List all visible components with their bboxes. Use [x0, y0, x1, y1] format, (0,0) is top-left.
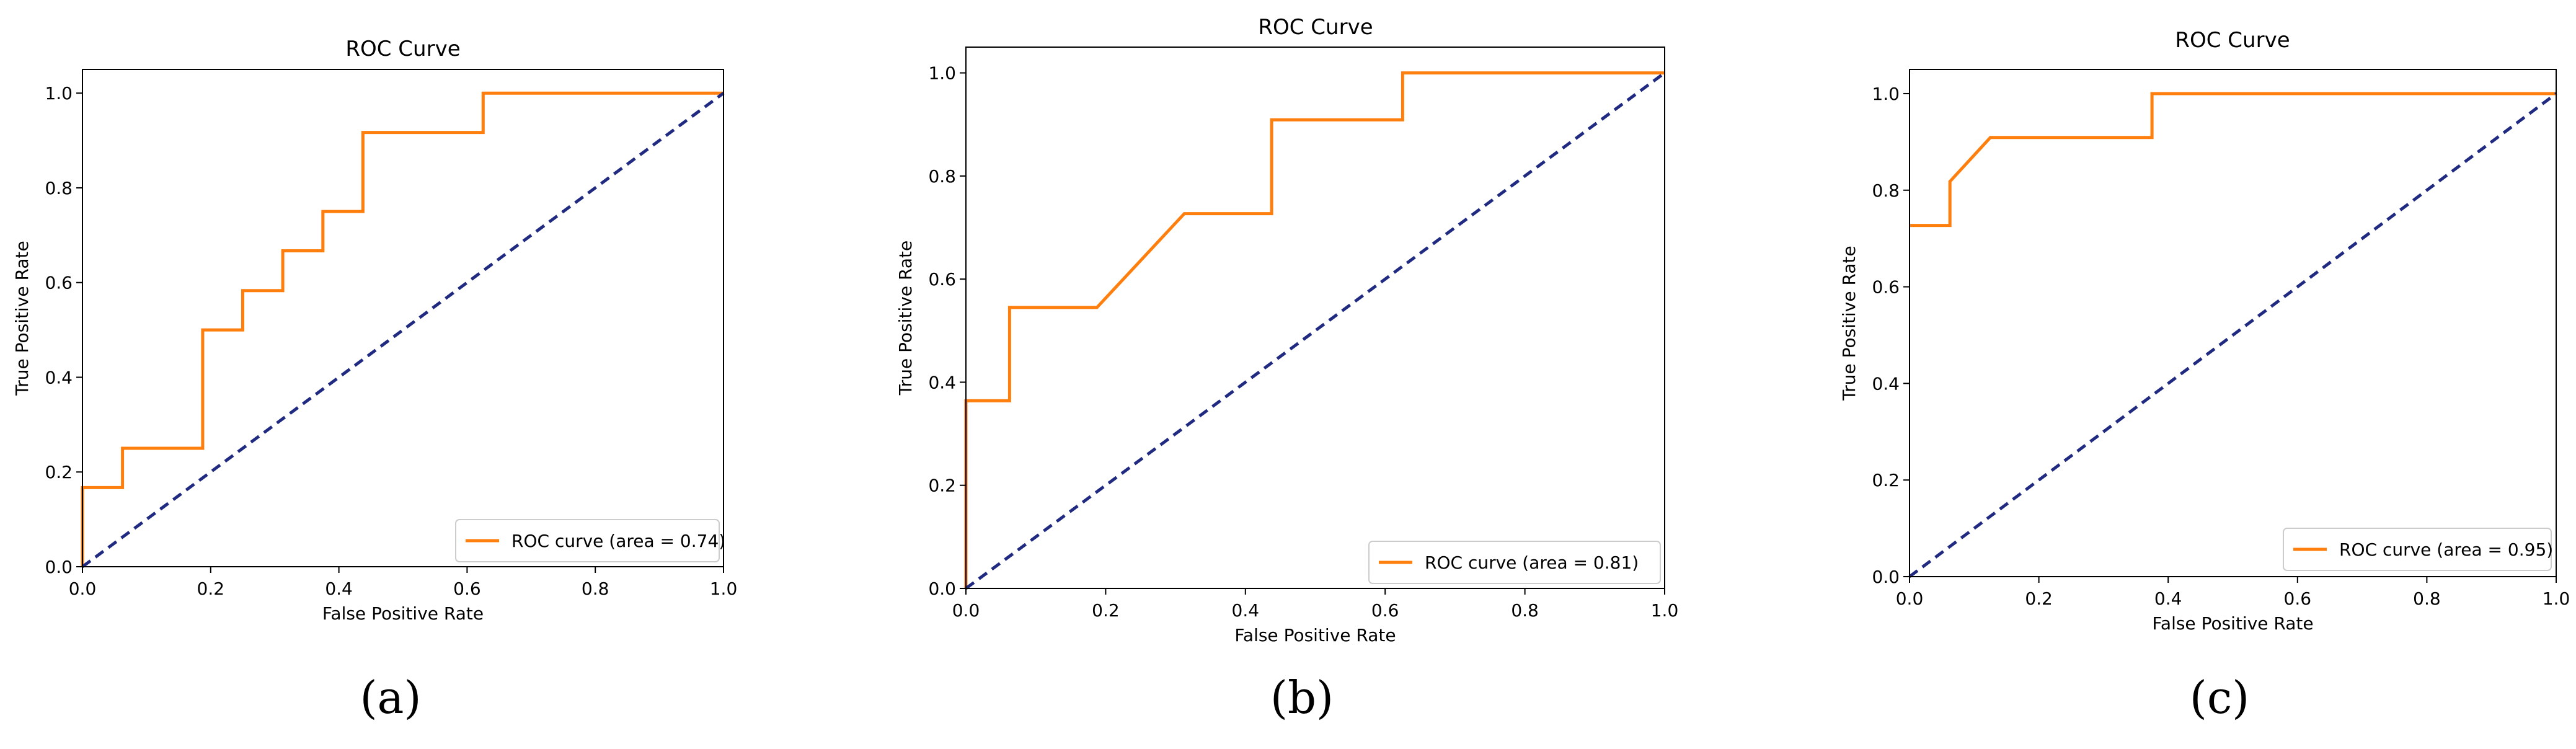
panel-label: (a) [360, 671, 421, 724]
chart-panel-1: 0.0 0.2 0.4 0.6 0.8 1.0 0.0 0.2 0.4 0.6 0.8 1.0 ROC … [12, 37, 737, 724]
x-tick-label: 0.8 [1511, 600, 1539, 621]
y-tick-label: 0.6 [45, 273, 73, 293]
panel-label: (c) [2190, 671, 2250, 724]
x-axis-label: False Positive Rate [1234, 625, 1396, 645]
y-axis-label: True Positive Rate [1839, 246, 1859, 401]
y-tick-label: 0.4 [45, 367, 73, 388]
y-tick-label: 0.0 [1872, 567, 1900, 587]
x-tick-label: 1.0 [2543, 588, 2570, 609]
roc-curve-line [1910, 92, 2556, 228]
y-axis-label: True Positive Rate [895, 241, 916, 396]
chance-diagonal-line [965, 71, 1666, 590]
y-tick-label: 0.4 [928, 372, 956, 392]
legend: ROC curve (area = 0.81) [1368, 541, 1661, 584]
x-axis-label: False Positive Rate [2152, 613, 2313, 634]
y-tick-label: 0.8 [928, 166, 956, 187]
x-tick-label: 0.2 [2025, 588, 2053, 609]
chart-panel-2: 0.0 0.2 0.4 0.6 0.8 1.0 0.0 0.2 0.4 0.6 0.8 1.0 ROC … [895, 15, 1678, 724]
legend: ROC curve (area = 0.74) [455, 519, 725, 562]
chart-title: ROC Curve [2175, 28, 2290, 53]
y-tick-label: 0.2 [45, 462, 73, 482]
legend-label: ROC curve (area = 0.95) [2339, 539, 2553, 560]
y-tick-label: 0.4 [1872, 373, 1900, 394]
legend-box [1368, 541, 1661, 584]
x-tick-label: 0.2 [197, 578, 225, 599]
x-tick-label: 0.4 [325, 578, 353, 599]
y-tick-label: 0.6 [1872, 277, 1900, 298]
x-tick-label: 0.4 [2154, 588, 2182, 609]
panel-label: (b) [1270, 671, 1334, 724]
legend-box [455, 519, 720, 562]
y-tick-label: 0.0 [45, 557, 73, 577]
x-tick-label: 0.6 [1371, 600, 1399, 621]
axes-frame [965, 47, 1665, 589]
legend-box [2283, 528, 2552, 571]
x-tick-label: 0.8 [2413, 588, 2441, 609]
chart-title: ROC Curve [345, 37, 460, 61]
x-tick-label: 0.0 [69, 578, 97, 599]
x-axis-label: False Positive Rate [322, 603, 484, 624]
y-tick-label: 0.8 [1872, 180, 1900, 201]
legend-label: ROC curve (area = 0.81) [1425, 552, 1639, 573]
x-tick-label: 0.8 [582, 578, 609, 599]
x-tick-label: 1.0 [710, 578, 738, 599]
y-axis-label: True Positive Rate [12, 241, 32, 396]
x-tick-label: 0.0 [952, 600, 980, 621]
y-tick-label: 1.0 [45, 83, 73, 104]
y-tick-label: 0.6 [928, 269, 956, 290]
x-tick-label: 0.4 [1232, 600, 1260, 621]
axes-frame [82, 69, 724, 567]
y-tick-label: 0.0 [928, 578, 956, 599]
chance-diagonal-line [1908, 92, 2557, 578]
axes-frame [1909, 69, 2557, 577]
y-tick-label: 0.2 [928, 476, 956, 496]
y-tick-label: 0.2 [1872, 470, 1900, 490]
x-tick-label: 0.0 [1896, 588, 1924, 609]
legend-label: ROC curve (area = 0.74) [511, 531, 725, 551]
chart-title: ROC Curve [1258, 15, 1373, 40]
x-tick-label: 0.6 [453, 578, 481, 599]
chance-diagonal-line [81, 92, 725, 569]
roc-curve-line [81, 91, 724, 567]
x-tick-label: 0.6 [2284, 588, 2312, 609]
y-tick-label: 0.8 [45, 178, 73, 198]
y-tick-label: 1.0 [1872, 84, 1900, 104]
x-tick-label: 0.2 [1092, 600, 1120, 621]
chart-panel-3: 0.0 0.2 0.4 0.6 0.8 1.0 0.0 0.2 0.4 0.6 0.8 1.0 ROC … [1839, 28, 2570, 724]
roc-curve-line [964, 71, 1665, 588]
x-tick-label: 1.0 [1651, 600, 1679, 621]
legend: ROC curve (area = 0.95) [2283, 528, 2553, 571]
y-tick-label: 1.0 [928, 63, 956, 84]
